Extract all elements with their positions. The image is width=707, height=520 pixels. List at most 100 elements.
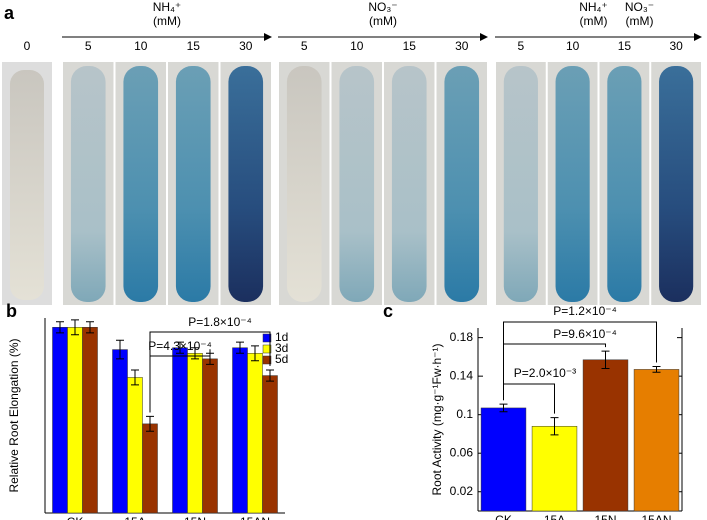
group-label: NO₃⁻	[625, 0, 654, 14]
panel-label: c	[383, 301, 393, 321]
group-label: NO₃⁻	[368, 0, 397, 14]
arrow-head	[694, 33, 702, 41]
error-bar	[499, 403, 508, 413]
bar	[232, 347, 248, 514]
error-bar	[131, 369, 139, 386]
dose-label: 15	[403, 39, 417, 53]
root-photo	[286, 66, 322, 302]
y-tick-label: 0.06	[450, 445, 474, 459]
dose-label: 10	[566, 39, 580, 53]
group-label: (mM)	[580, 14, 608, 28]
error-bar	[176, 341, 184, 354]
error-bar	[71, 319, 79, 336]
dose-label: 15	[618, 39, 632, 53]
x-tick-label: 15N	[594, 513, 616, 520]
significance-label: P=1.8×10⁻⁴	[188, 315, 252, 329]
x-tick-label: CK	[495, 513, 512, 520]
y-tick-label: 0.1	[456, 407, 473, 421]
error-bar	[191, 347, 199, 360]
error-bar	[601, 350, 610, 369]
bar	[112, 349, 128, 514]
dose-label: 5	[85, 39, 92, 53]
bar	[82, 327, 98, 514]
bar	[172, 347, 188, 514]
root-photo	[607, 66, 642, 302]
error-bar	[236, 341, 244, 354]
dose-label: 5	[301, 39, 308, 53]
bar	[531, 425, 578, 512]
root-photo	[444, 66, 480, 302]
error-bar	[652, 366, 661, 373]
significance-label: P=2.0×10⁻³	[514, 366, 576, 380]
x-tick-label: 15AN	[240, 515, 270, 520]
significance-label: P=1.2×10⁻⁴	[553, 304, 617, 318]
error-bar	[266, 369, 274, 382]
root-photo	[228, 66, 264, 302]
bar	[187, 353, 203, 514]
dose-label: 30	[455, 39, 469, 53]
significance-bracket	[503, 343, 606, 401]
x-tick-label: 15A	[544, 513, 565, 520]
legend-label: 5d	[275, 352, 288, 366]
root-photo	[175, 66, 211, 302]
error-bar	[550, 417, 559, 436]
legend-swatch	[262, 344, 272, 354]
bar	[202, 358, 218, 514]
bar	[262, 375, 278, 514]
arrow-head	[480, 33, 488, 41]
bar	[582, 359, 629, 512]
x-tick-label: CK	[67, 515, 84, 520]
group-label: (mM)	[153, 14, 181, 28]
significance-bracket	[149, 349, 211, 413]
significance-label: P=9.6×10⁻⁴	[553, 327, 617, 341]
bar	[247, 353, 263, 514]
x-tick-label: 15AN	[641, 513, 671, 520]
legend-swatch	[262, 333, 272, 343]
root-photo	[659, 66, 694, 302]
dose-label: 30	[669, 39, 683, 53]
error-bar	[56, 321, 64, 334]
root-photo	[123, 66, 159, 302]
bar	[67, 327, 83, 514]
y-tick-label: 0.02	[450, 484, 474, 498]
error-bar	[116, 339, 124, 360]
significance-label: P=4.3×10⁻⁴	[148, 339, 212, 353]
bar	[480, 407, 527, 512]
error-bar	[146, 415, 154, 432]
y-axis-label: Root Activity (mg·g⁻¹Fw·h⁻¹)	[430, 343, 444, 495]
y-tick-label: 0.18	[450, 330, 474, 344]
root-photo	[10, 70, 44, 300]
dose-label: 30	[239, 39, 253, 53]
bar	[127, 377, 143, 514]
y-tick-label: 0.14	[450, 368, 474, 382]
root-photo	[391, 66, 427, 302]
group-label: (mM)	[369, 14, 397, 28]
panel-label: a	[4, 3, 15, 23]
x-tick-label: 15N	[184, 515, 206, 520]
root-photo	[555, 66, 590, 302]
dose-label: 15	[187, 39, 201, 53]
legend-label: 1d	[275, 330, 288, 344]
y-axis-label: Relative Root Elongation (%)	[7, 338, 21, 492]
group-label: (mM)	[626, 14, 654, 28]
root-photo	[339, 66, 375, 302]
dose-label: 5	[518, 39, 525, 53]
x-tick-label: 15A	[124, 515, 145, 520]
arrow-head	[264, 33, 272, 41]
significance-bracket	[503, 383, 555, 414]
dose-label: 10	[350, 39, 364, 53]
root-photo	[70, 66, 106, 302]
dose-label: 0	[24, 39, 31, 53]
panel-label: b	[6, 301, 17, 321]
legend-swatch	[262, 355, 272, 365]
bar	[52, 327, 68, 514]
error-bar	[86, 321, 94, 334]
root-photo	[503, 66, 538, 302]
error-bar	[251, 345, 259, 362]
bar	[633, 369, 680, 512]
group-label: NH₄⁺	[153, 0, 182, 14]
dose-label: 10	[134, 39, 148, 53]
group-label: NH₄⁺	[579, 0, 608, 14]
